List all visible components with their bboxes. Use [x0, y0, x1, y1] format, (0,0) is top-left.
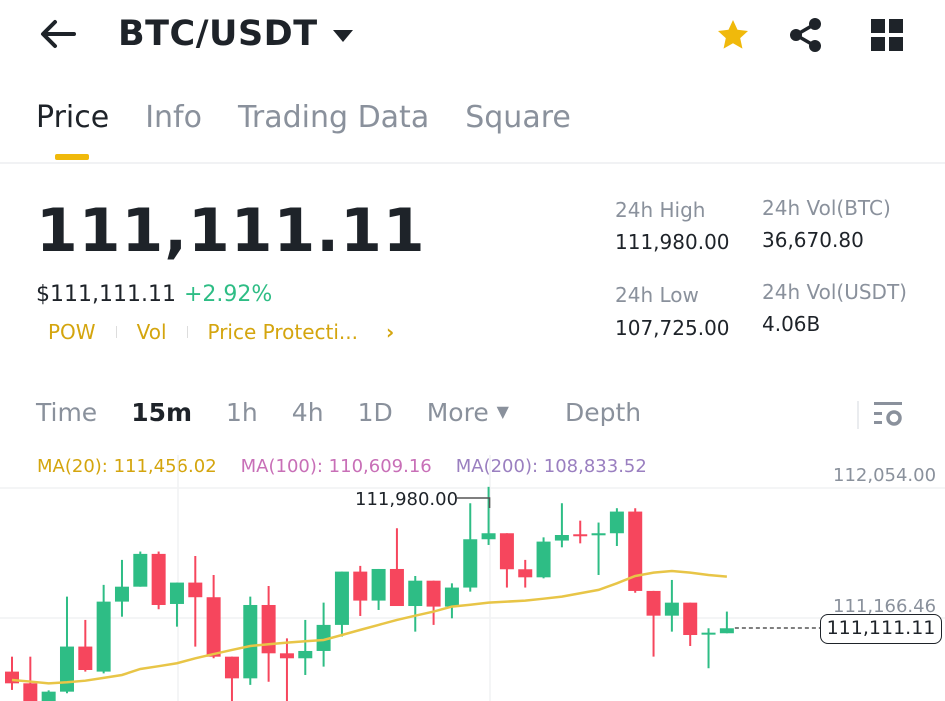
active-tab-indicator	[55, 154, 89, 160]
candle-body	[573, 534, 588, 537]
low-label: 24h Low	[615, 283, 699, 307]
tf-more-label: More	[426, 398, 489, 427]
candle-body	[23, 683, 38, 701]
candle-body	[261, 604, 276, 654]
tab-price[interactable]: Price	[36, 100, 110, 135]
candle-body	[151, 553, 166, 605]
tf-more[interactable]: More ▼	[427, 398, 509, 427]
candle-body	[169, 582, 184, 604]
share-icon[interactable]	[788, 17, 824, 57]
tf-time[interactable]: Time	[36, 398, 98, 427]
candle-body	[481, 533, 496, 540]
y-tick-mid: 111,166.46	[833, 596, 937, 617]
candle-body	[499, 533, 514, 570]
usd-price-row: $111,111.11 +2.92%	[36, 282, 272, 307]
candle-body	[371, 568, 386, 601]
tab-bar: Price Info Trading Data Square	[36, 100, 571, 135]
candle-body	[316, 624, 331, 651]
ma20-line	[11, 569, 727, 685]
ma-legend: MA(20): 111,456.02 MA(100): 110,609.16 M…	[37, 456, 647, 477]
grid-icon[interactable]	[871, 19, 903, 55]
tab-info[interactable]: Info	[145, 100, 202, 135]
candle-body	[664, 602, 679, 616]
candle-body	[554, 535, 569, 541]
tag-vol[interactable]: Vol	[136, 320, 167, 344]
tag-pow[interactable]: POW	[48, 320, 96, 344]
tf-4h[interactable]: 4h	[291, 398, 324, 427]
high-marker-line	[457, 497, 491, 508]
ma20-label: MA(20): 111,456.02	[37, 456, 217, 477]
candle-body	[389, 568, 404, 607]
vol-usdt-value: 4.06B	[762, 312, 821, 336]
usd-price: $111,111.11	[36, 282, 176, 307]
divider	[115, 326, 117, 338]
caret-down-icon[interactable]	[332, 28, 354, 47]
divider	[857, 401, 859, 429]
caret-down-icon: ▼	[496, 402, 509, 421]
candle-body	[5, 671, 19, 684]
candle-body	[78, 646, 93, 670]
candle-body	[41, 691, 56, 701]
candle-body	[243, 604, 258, 679]
candle-body	[59, 646, 74, 692]
star-icon[interactable]	[714, 17, 752, 57]
candle-body	[719, 628, 734, 634]
candle-body	[188, 582, 203, 598]
high-marker-label: 111,980.00	[355, 489, 459, 510]
timeframe-bar: Time 15m 1h 4h 1D More ▼ Depth	[36, 398, 641, 427]
vol-btc-label: 24h Vol(BTC)	[762, 196, 891, 220]
candle-body	[536, 541, 551, 578]
candle-body	[609, 511, 624, 534]
tag-row: POW Vol Price Protecti... ›	[48, 320, 394, 344]
ma200-label: MA(200): 108,833.52	[455, 456, 647, 477]
pair-title[interactable]: BTC/USDT	[118, 14, 318, 54]
candle-body	[133, 553, 148, 587]
candle-body	[334, 571, 349, 625]
candle-body	[353, 571, 368, 601]
candle-body	[518, 569, 533, 578]
high-value: 111,980.00	[615, 230, 730, 254]
divider	[186, 326, 188, 338]
tf-1h[interactable]: 1h	[226, 398, 258, 427]
y-tick-top: 112,054.00	[833, 465, 937, 486]
vol-usdt-label: 24h Vol(USDT)	[762, 280, 907, 304]
candle-body	[628, 511, 643, 591]
tf-15m[interactable]: 15m	[131, 398, 193, 427]
tab-trading-data[interactable]: Trading Data	[237, 100, 430, 135]
candle-body	[646, 590, 661, 616]
divider	[0, 162, 945, 164]
candle-body	[408, 580, 423, 607]
candle-body	[591, 533, 606, 536]
last-price: 111,111.11	[36, 196, 426, 266]
candle-body	[279, 653, 294, 659]
high-label: 24h High	[615, 198, 706, 222]
tab-square[interactable]: Square	[465, 100, 571, 135]
low-value: 107,725.00	[615, 316, 730, 340]
candle-body	[444, 587, 459, 607]
candle-body	[463, 539, 478, 588]
candle-body	[114, 586, 129, 602]
chart-settings-icon[interactable]	[874, 401, 904, 433]
candle-body	[96, 601, 111, 672]
back-arrow-icon[interactable]	[38, 18, 78, 54]
candle-body	[701, 632, 716, 635]
candle-body	[683, 602, 698, 636]
vol-btc-value: 36,670.80	[762, 228, 864, 252]
tf-1d[interactable]: 1D	[357, 398, 393, 427]
candle-body	[224, 656, 239, 679]
candle-body	[206, 597, 221, 657]
price-change: +2.92%	[183, 282, 273, 307]
candle-body	[426, 580, 441, 607]
tf-depth[interactable]: Depth	[564, 398, 642, 427]
chevron-right-icon[interactable]: ›	[386, 320, 395, 344]
ma100-label: MA(100): 110,609.16	[240, 456, 432, 477]
candle-body	[298, 650, 313, 659]
tag-price-protection[interactable]: Price Protecti...	[207, 320, 359, 344]
last-price-tag[interactable]: 111,111.11	[820, 614, 942, 644]
